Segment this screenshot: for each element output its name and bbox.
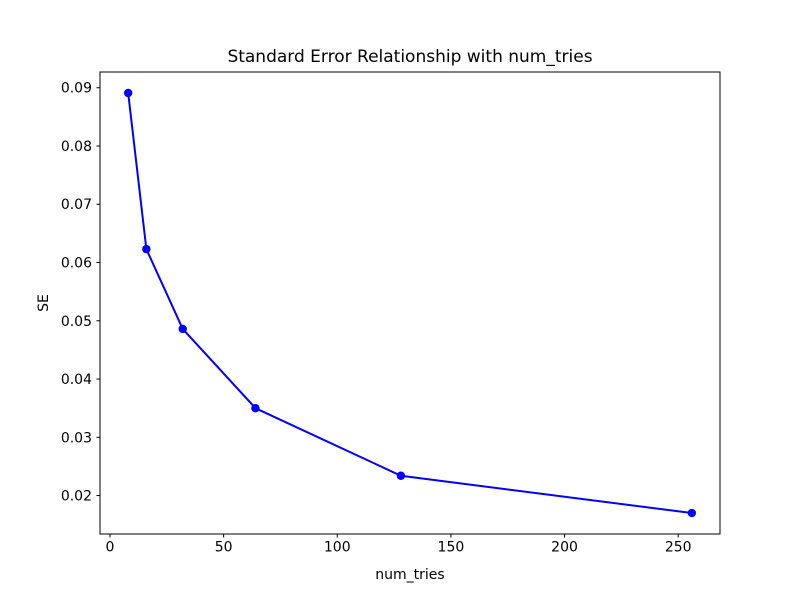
x-tick-label: 150 bbox=[438, 540, 465, 556]
data-point-marker bbox=[251, 403, 260, 413]
data-point-marker bbox=[687, 508, 697, 518]
x-tick-label: 200 bbox=[551, 540, 578, 556]
y-axis-label: SE bbox=[36, 294, 52, 312]
y-axis-ticks: 0.02 0.03 0.04 0.05 0.06 0.07 0.08 0.09 bbox=[61, 81, 100, 505]
x-tick-label: 250 bbox=[665, 540, 692, 556]
x-tick-label: 0 bbox=[106, 540, 115, 556]
x-tick-label: 100 bbox=[324, 540, 351, 556]
x-axis-ticks: 0 50 100 150 200 250 bbox=[106, 534, 692, 556]
y-tick-label: 0.09 bbox=[61, 81, 92, 97]
y-tick-label: 0.08 bbox=[61, 139, 92, 155]
series-line bbox=[127, 92, 692, 515]
y-tick-label: 0.03 bbox=[61, 430, 92, 446]
data-point-marker bbox=[396, 471, 406, 480]
y-tick-label: 0.05 bbox=[61, 314, 92, 330]
data-series bbox=[123, 88, 697, 518]
plot-area bbox=[99, 71, 721, 535]
y-tick-label: 0.07 bbox=[61, 197, 92, 213]
data-point-marker bbox=[123, 88, 133, 98]
y-tick-label: 0.04 bbox=[61, 372, 92, 388]
chart-title: Standard Error Relationship with num_tri… bbox=[227, 47, 592, 67]
y-tick-label: 0.02 bbox=[61, 489, 92, 505]
x-tick-label: 50 bbox=[215, 540, 233, 556]
x-axis-label: num_tries bbox=[375, 567, 444, 583]
data-point-marker bbox=[178, 324, 187, 334]
data-point-marker bbox=[142, 244, 151, 254]
y-tick-label: 0.06 bbox=[61, 256, 92, 272]
